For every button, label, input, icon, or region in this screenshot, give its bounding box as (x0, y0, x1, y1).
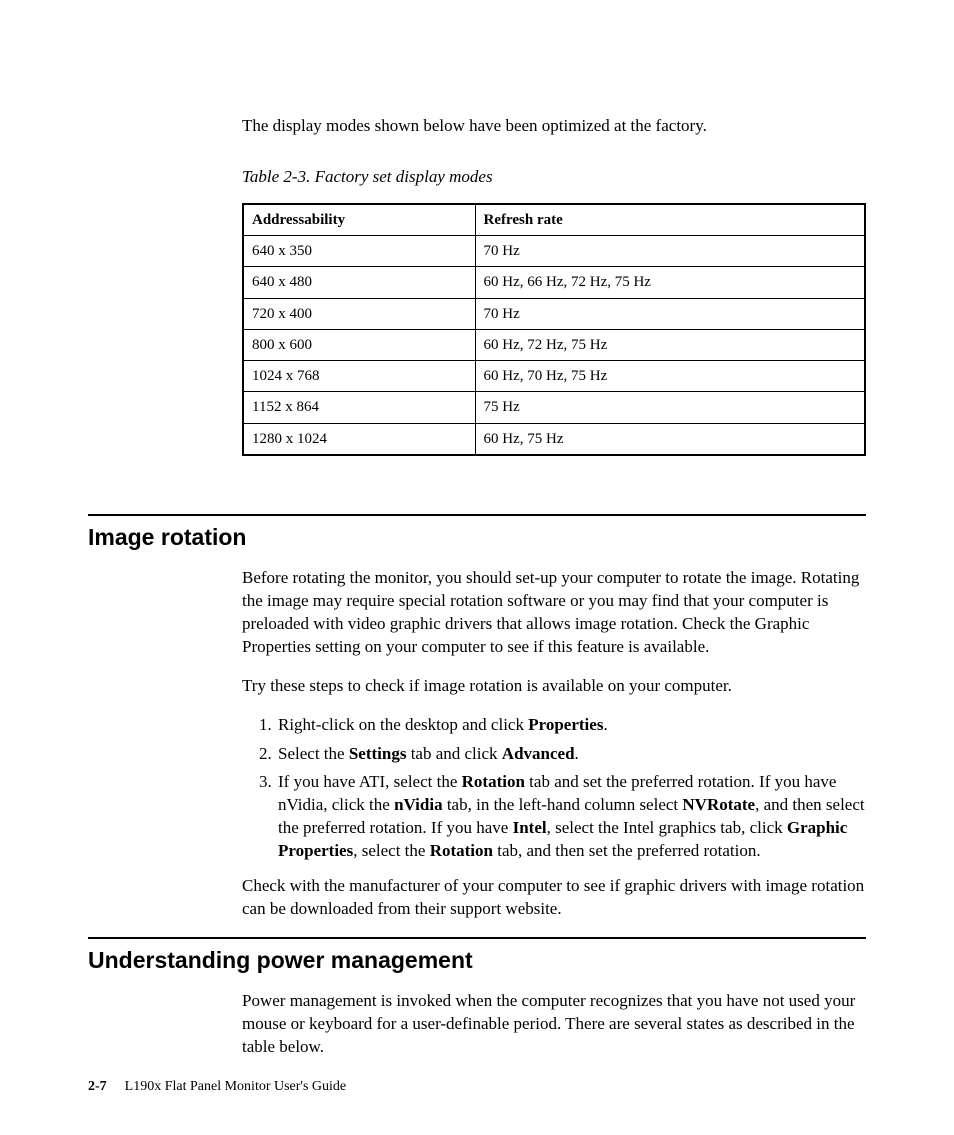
cell-addr: 800 x 600 (243, 329, 475, 360)
text: tab and click (406, 744, 501, 763)
cell-rate: 60 Hz, 75 Hz (475, 423, 865, 455)
bold-text: nVidia (394, 795, 443, 814)
display-modes-table: Addressability Refresh rate 640 x 35070 … (242, 203, 866, 456)
table-row: 800 x 60060 Hz, 72 Hz, 75 Hz (243, 329, 865, 360)
cell-addr: 640 x 480 (243, 267, 475, 298)
page-body: The display modes shown below have been … (0, 0, 954, 1059)
cell-addr: 720 x 400 (243, 298, 475, 329)
text: If you have ATI, select the (278, 772, 462, 791)
cell-addr: 1024 x 768 (243, 361, 475, 392)
step-item: Right-click on the desktop and click Pro… (276, 714, 866, 737)
bold-text: Settings (349, 744, 407, 763)
bold-text: Intel (513, 818, 547, 837)
text: . (575, 744, 579, 763)
section-rule (88, 937, 866, 939)
table-caption: Table 2-3. Factory set display modes (242, 166, 866, 189)
text: tab, and then set the preferred rotation… (493, 841, 761, 860)
text: , select the Intel graphics tab, click (547, 818, 787, 837)
table-header-row: Addressability Refresh rate (243, 204, 865, 236)
table-row: 640 x 35070 Hz (243, 236, 865, 267)
cell-rate: 60 Hz, 72 Hz, 75 Hz (475, 329, 865, 360)
cell-rate: 60 Hz, 66 Hz, 72 Hz, 75 Hz (475, 267, 865, 298)
heading-power-management: Understanding power management (88, 945, 866, 976)
paragraph: Power management is invoked when the com… (242, 990, 866, 1059)
text: Right-click on the desktop and click (278, 715, 528, 734)
bold-text: Rotation (462, 772, 525, 791)
paragraph: Before rotating the monitor, you should … (242, 567, 866, 659)
text: tab, in the left-hand column select (443, 795, 683, 814)
heading-image-rotation: Image rotation (88, 522, 866, 553)
cell-rate: 75 Hz (475, 392, 865, 423)
section-rule (88, 514, 866, 516)
intro-text: The display modes shown below have been … (242, 115, 866, 138)
book-title: L190x Flat Panel Monitor User's Guide (125, 1079, 346, 1094)
cell-rate: 70 Hz (475, 236, 865, 267)
footer: 2-7 L190x Flat Panel Monitor User's Guide (88, 1078, 346, 1097)
paragraph: Check with the manufacturer of your comp… (242, 875, 866, 921)
text: , select the (353, 841, 429, 860)
bold-text: Rotation (430, 841, 493, 860)
text: Select the (278, 744, 349, 763)
bold-text: NVRotate (682, 795, 755, 814)
table-row: 640 x 48060 Hz, 66 Hz, 72 Hz, 75 Hz (243, 267, 865, 298)
th-addressability: Addressability (243, 204, 475, 236)
cell-addr: 640 x 350 (243, 236, 475, 267)
cell-rate: 60 Hz, 70 Hz, 75 Hz (475, 361, 865, 392)
th-refresh-rate: Refresh rate (475, 204, 865, 236)
bold-text: Properties (528, 715, 603, 734)
step-item: If you have ATI, select the Rotation tab… (276, 771, 866, 863)
table-row: 1280 x 102460 Hz, 75 Hz (243, 423, 865, 455)
cell-addr: 1152 x 864 (243, 392, 475, 423)
table-row: 1152 x 86475 Hz (243, 392, 865, 423)
cell-rate: 70 Hz (475, 298, 865, 329)
page-number: 2-7 (88, 1079, 107, 1094)
text: . (603, 715, 607, 734)
bold-text: Advanced (502, 744, 575, 763)
paragraph: Try these steps to check if image rotati… (242, 675, 866, 698)
step-item: Select the Settings tab and click Advanc… (276, 743, 866, 766)
table-row: 720 x 40070 Hz (243, 298, 865, 329)
steps-list: Right-click on the desktop and click Pro… (262, 714, 866, 864)
cell-addr: 1280 x 1024 (243, 423, 475, 455)
table-row: 1024 x 76860 Hz, 70 Hz, 75 Hz (243, 361, 865, 392)
